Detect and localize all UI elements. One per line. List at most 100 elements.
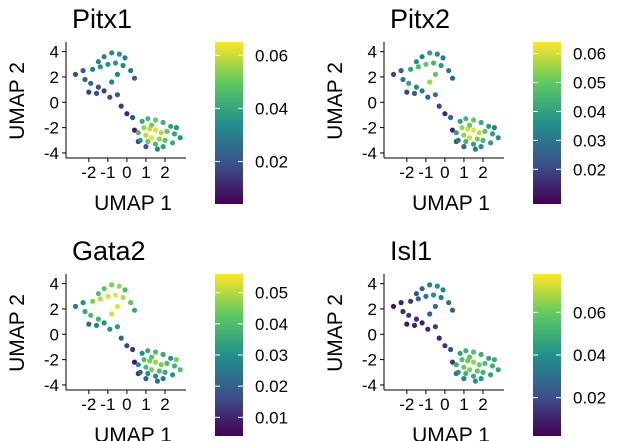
cell-point (177, 135, 183, 141)
cell-point (139, 350, 145, 356)
y-tick-label: 2 (368, 68, 377, 87)
cell-point (114, 324, 120, 330)
cell-point (467, 354, 473, 360)
cell-point (109, 79, 115, 85)
cell-point (152, 127, 159, 133)
x-tick-label: 2 (160, 163, 169, 182)
cell-point (455, 369, 461, 375)
cell-point (149, 354, 155, 360)
cell-point (476, 362, 482, 368)
cell-point (482, 128, 488, 134)
cell-point (145, 348, 151, 354)
y-tick-label: 2 (50, 300, 59, 319)
cell-point (440, 287, 446, 293)
cell-point (419, 54, 425, 60)
cell-point (95, 59, 101, 65)
cell-point (432, 92, 438, 98)
cell-point (427, 79, 433, 85)
cell-point (440, 55, 446, 61)
x-tick-label: -1 (100, 395, 115, 414)
cell-point (486, 355, 492, 361)
cell-point (143, 364, 149, 370)
y-tick-label: 0 (368, 325, 377, 344)
cell-point (154, 146, 160, 152)
cell-point (489, 363, 496, 369)
cell-point (116, 283, 122, 289)
x-tick-label: 1 (141, 163, 150, 182)
y-axis-title: UMAP 2 (6, 62, 29, 140)
cell-point (404, 321, 410, 327)
cell-point (164, 360, 170, 366)
x-tick-label: 0 (440, 163, 449, 182)
cell-point (141, 125, 147, 131)
colorbar-tick-label: 0.05 (573, 74, 606, 93)
x-tick-label: -1 (418, 395, 433, 414)
cell-point (158, 130, 164, 136)
cell-point (478, 376, 484, 382)
cell-point (448, 346, 454, 353)
cell-point (152, 349, 159, 355)
cell-point (457, 350, 463, 356)
cell-point (438, 62, 444, 69)
y-tick-label: 4 (50, 43, 59, 62)
cell-point (93, 322, 100, 328)
cell-point (478, 119, 484, 126)
cell-point (120, 294, 126, 301)
cell-point (109, 311, 115, 317)
cell-point (177, 367, 183, 373)
cell-point (90, 298, 96, 304)
x-tick-label: 1 (141, 395, 150, 414)
cell-point (168, 355, 174, 361)
cell-point (86, 89, 92, 95)
cell-point (137, 137, 143, 143)
cell-point (101, 54, 107, 60)
cell-point (114, 71, 120, 77)
cell-point (160, 144, 166, 150)
cell-point (168, 123, 174, 129)
cell-point (467, 122, 473, 128)
y-tick-label: -2 (44, 351, 59, 370)
cell-point (130, 346, 136, 353)
colorbar-tick-label: 0.04 (255, 99, 288, 118)
cell-point (158, 362, 164, 368)
cell-point (432, 71, 438, 77)
panel-title: Pitx1 (72, 4, 132, 34)
cell-point (406, 312, 412, 318)
cell-point (474, 136, 480, 142)
cell-point (474, 368, 480, 374)
cell-point (438, 294, 444, 301)
cell-point (413, 291, 419, 297)
cell-point (446, 68, 452, 74)
cell-point (160, 376, 166, 382)
cell-point (425, 326, 431, 332)
cell-point (101, 88, 107, 94)
cell-point (495, 135, 501, 141)
cell-point (425, 94, 431, 100)
cell-point (480, 369, 486, 375)
colorbar-tick-label: 0.06 (573, 303, 606, 322)
cell-point (152, 117, 159, 123)
cell-point (160, 351, 166, 358)
cell-point (400, 308, 406, 315)
colorbar-tick-label: 0.02 (255, 377, 288, 396)
panel-title: Pitx2 (390, 4, 450, 34)
cell-point (400, 76, 406, 83)
cell-point (122, 55, 128, 61)
cell-point (489, 131, 496, 137)
cell-point (143, 376, 149, 382)
colorbar (215, 42, 243, 204)
cell-point (80, 68, 86, 74)
cell-point (430, 60, 437, 66)
colorbar-tick-label: 0.01 (255, 408, 288, 427)
colorbar (533, 42, 561, 204)
cell-point (170, 140, 176, 146)
cell-point (427, 282, 433, 288)
colorbar-tick-label: 0.04 (255, 315, 288, 334)
cell-point (156, 368, 162, 374)
x-tick-label: -1 (418, 163, 433, 182)
cell-point (130, 114, 136, 121)
cell-point (114, 303, 120, 309)
cell-point (470, 373, 477, 379)
